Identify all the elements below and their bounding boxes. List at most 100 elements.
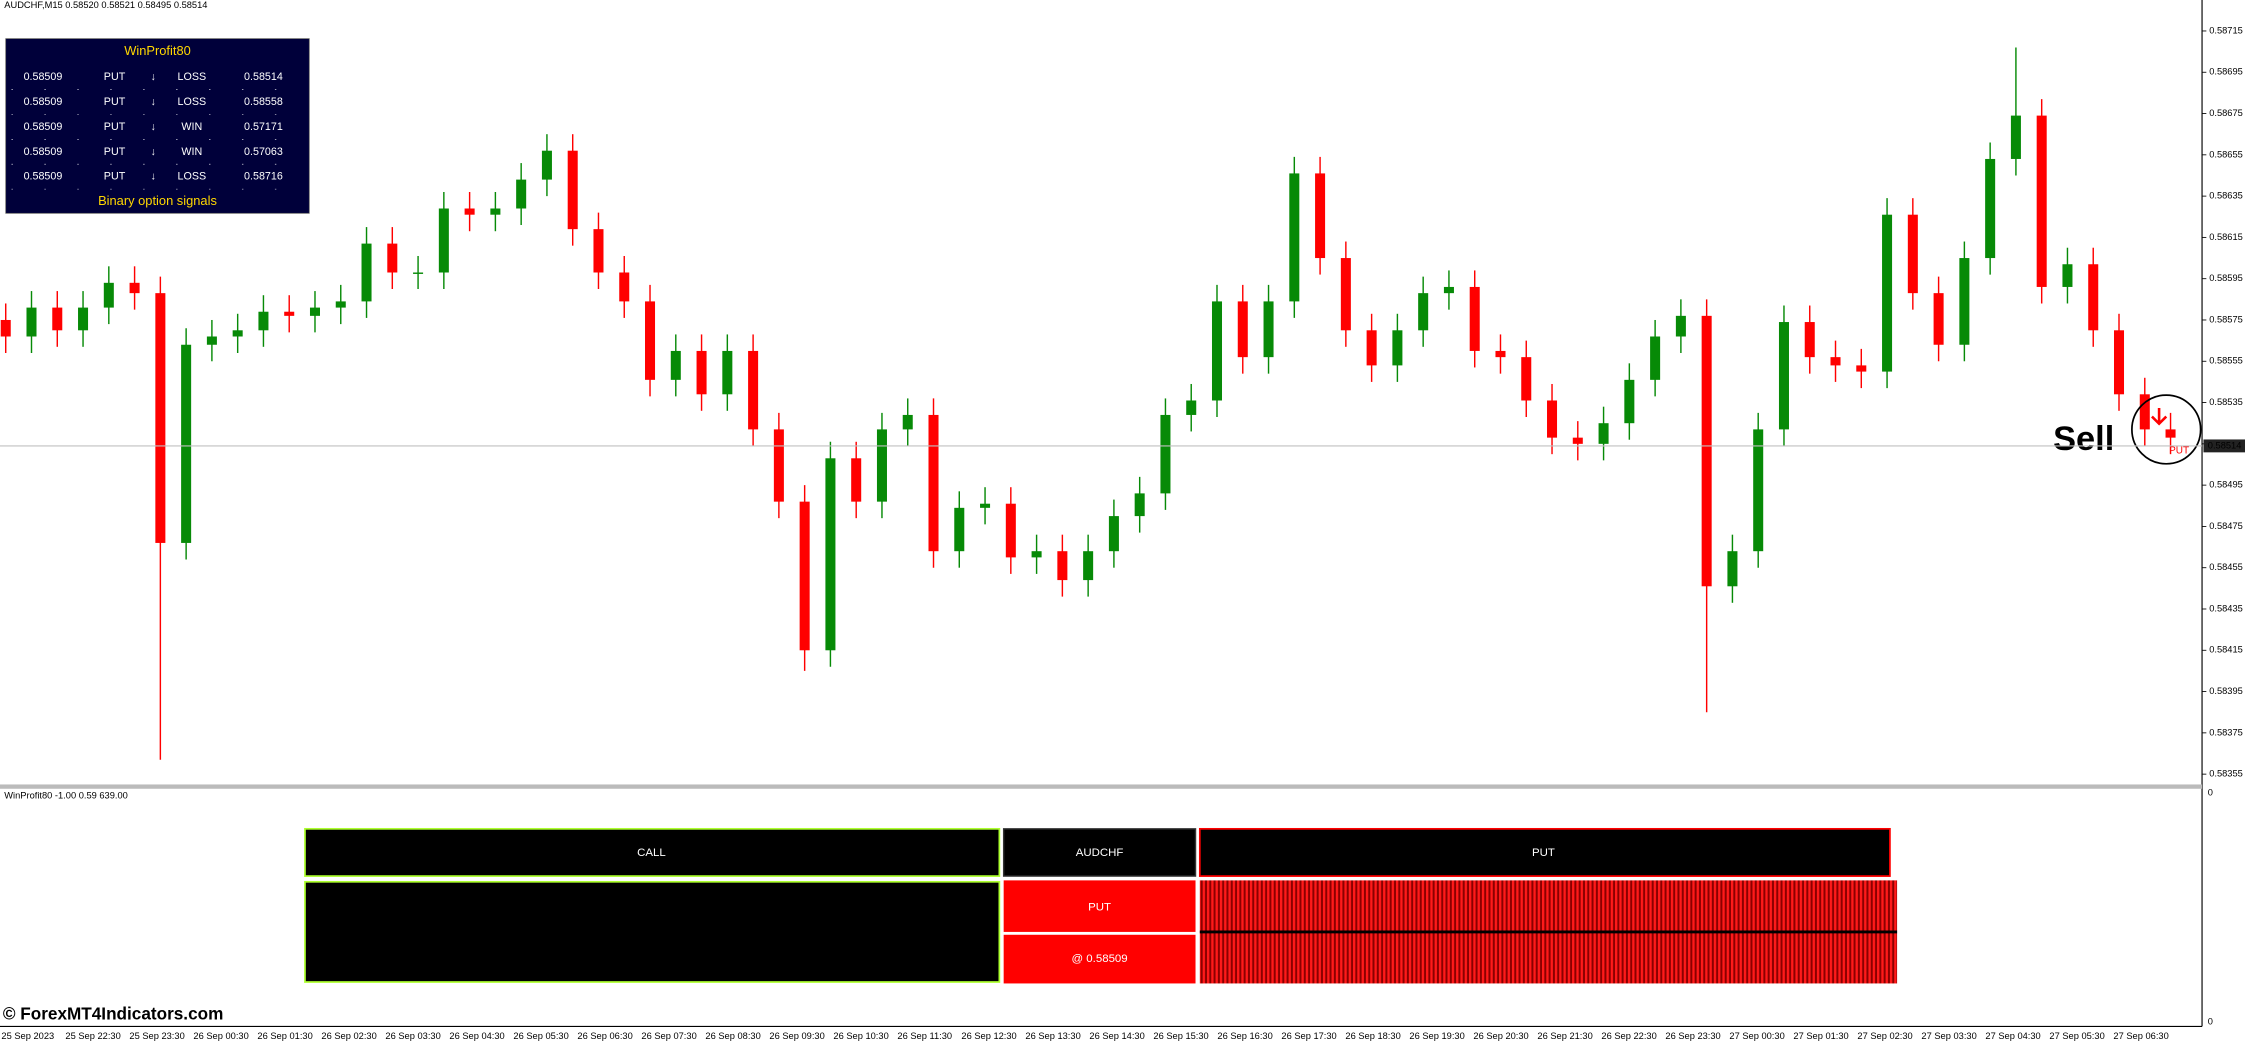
panel-cell: ↓ — [151, 171, 156, 183]
x-tick-label: 26 Sep 09:30 — [769, 1031, 824, 1041]
indicator-header: WinProfit80 -1.00 0.59 639.00 — [4, 790, 128, 800]
candle-body — [206, 336, 217, 345]
signal-label: PUT — [1088, 902, 1111, 914]
y-tick-label: 0.58675 — [2209, 108, 2243, 118]
candle-body — [1495, 350, 1506, 358]
x-tick-label: 26 Sep 19:30 — [1409, 1031, 1464, 1041]
panel-cell: PUT — [104, 171, 126, 183]
panel-cell: 0.58509 — [24, 121, 63, 133]
x-tick-label: 26 Sep 06:30 — [577, 1031, 632, 1041]
y-tick-label: 0.58615 — [2209, 232, 2243, 242]
candle-body — [876, 429, 887, 502]
candle-body — [1727, 551, 1738, 587]
candle-body — [26, 307, 37, 337]
candle-body — [1340, 258, 1351, 331]
last-price-box — [2203, 439, 2245, 453]
candle-body — [1160, 414, 1171, 494]
x-tick-label: 26 Sep 20:30 — [1473, 1031, 1528, 1041]
call-label: CALL — [637, 847, 666, 859]
candle-body — [1624, 379, 1635, 424]
sell-label: Sell — [2053, 420, 2114, 458]
y-tick-label: 0.58635 — [2209, 191, 2243, 201]
candle-body — [1108, 516, 1119, 552]
x-tick-label: 26 Sep 13:30 — [1025, 1031, 1080, 1041]
panel-cell: 0.58716 — [244, 171, 283, 183]
candle-body — [1572, 437, 1583, 444]
panel-cell: WIN — [181, 146, 202, 158]
x-tick-label: 26 Sep 12:30 — [961, 1031, 1016, 1041]
candle-body — [1005, 503, 1016, 558]
candle-body — [2062, 264, 2073, 287]
y-tick-label: 0.58415 — [2209, 645, 2243, 655]
candle-body — [490, 208, 501, 215]
panel-cell: PUT — [104, 146, 126, 158]
put-marker: PUT — [2169, 446, 2189, 457]
sub-axis-label: 0 — [2208, 788, 2213, 798]
panel-cell: PUT — [104, 121, 126, 133]
symbol-box — [1002, 828, 1197, 877]
y-tick-label: 0.58535 — [2209, 397, 2243, 407]
x-tick-label: 26 Sep 01:30 — [257, 1031, 312, 1041]
x-tick-label: 27 Sep 05:30 — [2049, 1031, 2104, 1041]
candle-body — [1753, 429, 1764, 552]
candle-body — [1263, 301, 1274, 358]
candle-body — [516, 179, 527, 209]
y-tick-label: 0.58655 — [2209, 149, 2243, 159]
panel-title: WinProfit80 — [124, 43, 191, 58]
candle-body — [567, 150, 578, 230]
candle-body — [1237, 301, 1248, 358]
x-tick-label: 26 Sep 18:30 — [1345, 1031, 1400, 1041]
candle-body — [1830, 357, 1841, 366]
window-separator — [0, 784, 2203, 789]
candle-body — [1083, 551, 1094, 581]
panel-cell: ↓ — [151, 96, 156, 108]
candle-body — [2139, 394, 2150, 430]
x-tick-label: 26 Sep 08:30 — [705, 1031, 760, 1041]
y-tick-label: 0.58695 — [2209, 67, 2243, 77]
candle-body — [258, 311, 269, 331]
candle-body — [902, 414, 913, 430]
candle-body — [1933, 293, 1944, 345]
candle-body — [2113, 330, 2125, 395]
panel-cell: LOSS — [178, 96, 207, 108]
candle-body — [2036, 115, 2047, 287]
candle-body — [1289, 173, 1300, 302]
candle-body — [799, 501, 810, 651]
candle-body — [413, 272, 424, 274]
sub-axis-label: 0 — [2208, 1017, 2213, 1027]
candle-body — [1547, 400, 1558, 438]
candle-body — [464, 208, 475, 215]
call-box — [304, 827, 1001, 877]
x-tick-label: 26 Sep 17:30 — [1281, 1031, 1336, 1041]
x-tick-label: 26 Sep 07:30 — [641, 1031, 696, 1041]
candle-body — [1521, 357, 1532, 401]
y-tick-label: 0.58575 — [2209, 314, 2243, 324]
y-tick-label: 0.58475 — [2209, 521, 2243, 531]
panel-cell: 0.58514 — [244, 71, 283, 83]
candle-body — [696, 350, 707, 395]
candle-body — [2010, 115, 2021, 159]
watermark: © ForexMT4Indicators.com — [3, 1003, 223, 1023]
panel-cell: WIN — [181, 121, 202, 133]
candle-body — [438, 208, 449, 273]
candle-body — [1907, 214, 1918, 294]
x-tick-label: 26 Sep 15:30 — [1153, 1031, 1208, 1041]
signal-panel: WinProfit80 Binary option signals 0.5850… — [5, 38, 310, 214]
x-tick-label: 25 Sep 23:30 — [129, 1031, 184, 1041]
signal-box — [1003, 880, 1196, 932]
down-arrow — [2151, 407, 2168, 426]
panel-cell: ↓ — [151, 146, 156, 158]
x-tick-label: 25 Sep 22:30 — [65, 1031, 120, 1041]
candle-body — [52, 307, 63, 331]
candle-body — [1675, 315, 1686, 337]
candle-body — [645, 301, 656, 380]
candle-body — [773, 429, 784, 502]
x-tick-label: 27 Sep 00:30 — [1729, 1031, 1784, 1041]
y-tick-label: 0.58435 — [2209, 603, 2243, 613]
x-tick-label: 26 Sep 02:30 — [321, 1031, 376, 1041]
candle-body — [0, 319, 11, 337]
y-tick-label: 0.58555 — [2209, 356, 2243, 366]
candle-body — [1650, 336, 1661, 380]
price-box — [1003, 934, 1196, 984]
candle-body — [1985, 158, 1996, 259]
